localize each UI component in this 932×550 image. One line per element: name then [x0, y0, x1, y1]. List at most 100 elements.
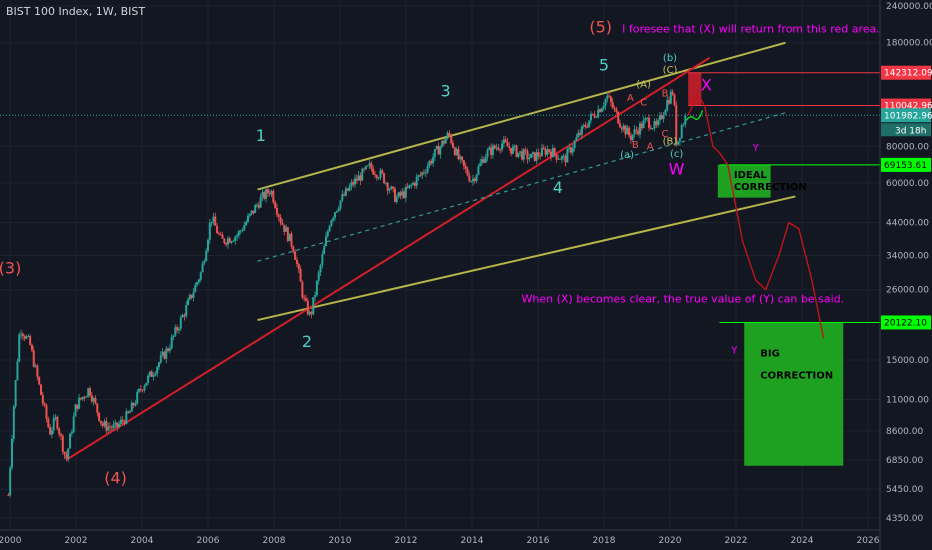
- candle: [448, 129, 451, 138]
- candle: [32, 346, 35, 368]
- candle: [348, 183, 351, 192]
- candle: [12, 405, 15, 443]
- candle: [439, 145, 442, 159]
- candle: [401, 187, 404, 199]
- candle: [615, 106, 618, 115]
- y-tick-12: 4350.00: [886, 514, 923, 524]
- candle: [187, 297, 190, 306]
- candle: [651, 127, 654, 131]
- candle: [397, 191, 400, 199]
- candle: [23, 334, 26, 342]
- candle: [608, 91, 611, 98]
- candle: [281, 219, 284, 226]
- candle: [49, 423, 52, 436]
- candle: [14, 379, 17, 409]
- candle: [677, 141, 680, 146]
- candle: [620, 126, 623, 133]
- candle: [624, 124, 627, 138]
- candle: [217, 231, 220, 236]
- candle: [417, 174, 420, 181]
- candle: [486, 148, 489, 162]
- candle: [424, 169, 427, 178]
- candle: [513, 144, 516, 151]
- candle: [272, 189, 275, 205]
- svg-text:110042.96: 110042.96: [884, 102, 932, 112]
- candle: [326, 229, 329, 238]
- candle: [504, 136, 507, 143]
- candle: [437, 142, 440, 155]
- x-tick-2008: 2008: [263, 536, 286, 546]
- candle: [392, 186, 395, 193]
- candle: [9, 465, 12, 498]
- candle: [219, 231, 222, 236]
- svg-text:69153.61: 69153.61: [884, 161, 927, 171]
- candle: [74, 403, 77, 417]
- candle: [501, 139, 504, 153]
- candle: [112, 420, 115, 431]
- wave-label-14: Y: [730, 345, 738, 356]
- candle: [108, 422, 111, 432]
- candle: [526, 148, 529, 164]
- candle: [653, 118, 656, 132]
- x-tick-2002: 2002: [65, 536, 88, 546]
- x-tick-2014: 2014: [461, 536, 484, 546]
- candle: [597, 104, 600, 119]
- candle: [85, 395, 88, 398]
- candle: [580, 125, 583, 140]
- candle: [363, 167, 366, 173]
- candle: [128, 410, 131, 414]
- candle: [609, 95, 612, 107]
- candle: [123, 419, 126, 427]
- candle: [490, 143, 493, 160]
- candle: [54, 414, 57, 421]
- zone-big-correction: [744, 322, 844, 466]
- candle: [644, 116, 647, 124]
- candle: [157, 361, 160, 370]
- candle: [542, 144, 545, 150]
- candle: [92, 396, 95, 406]
- candle: [548, 148, 551, 154]
- candle: [588, 120, 591, 128]
- candle: [148, 371, 151, 378]
- candle: [482, 156, 485, 164]
- candle: [508, 142, 511, 152]
- candle: [606, 92, 609, 103]
- candle: [499, 148, 502, 154]
- candle: [119, 416, 122, 427]
- candle: [430, 158, 433, 166]
- candle: [59, 432, 62, 441]
- candle: [464, 162, 467, 173]
- y-tick-6: 26000.00: [886, 286, 929, 296]
- zone-label-big-correction-0: BIG: [760, 348, 780, 359]
- candle: [197, 278, 200, 285]
- y-tick-4: 44000.00: [886, 219, 929, 229]
- candle: [18, 332, 21, 363]
- wave-label-7: (5): [589, 18, 612, 37]
- candle: [236, 233, 239, 241]
- candle: [286, 226, 289, 243]
- candle: [339, 200, 342, 212]
- x-tick-2010: 2010: [329, 536, 352, 546]
- candle: [599, 108, 602, 113]
- candle: [684, 113, 687, 128]
- candle: [47, 416, 50, 429]
- candle: [517, 152, 520, 159]
- candle: [384, 181, 387, 186]
- x-tick-2016: 2016: [527, 536, 550, 546]
- candle: [646, 117, 649, 122]
- candle: [619, 119, 622, 128]
- wave-label-18: A: [627, 93, 634, 104]
- candle: [285, 224, 288, 232]
- wave-label-17: (B): [663, 137, 678, 148]
- candle: [539, 152, 542, 160]
- candle: [257, 201, 260, 210]
- candle: [457, 145, 460, 161]
- candle: [495, 143, 498, 152]
- candle: [230, 240, 233, 245]
- candle: [56, 415, 59, 431]
- candle: [194, 282, 197, 293]
- trendline-red-support: [65, 56, 711, 461]
- candle: [666, 96, 669, 113]
